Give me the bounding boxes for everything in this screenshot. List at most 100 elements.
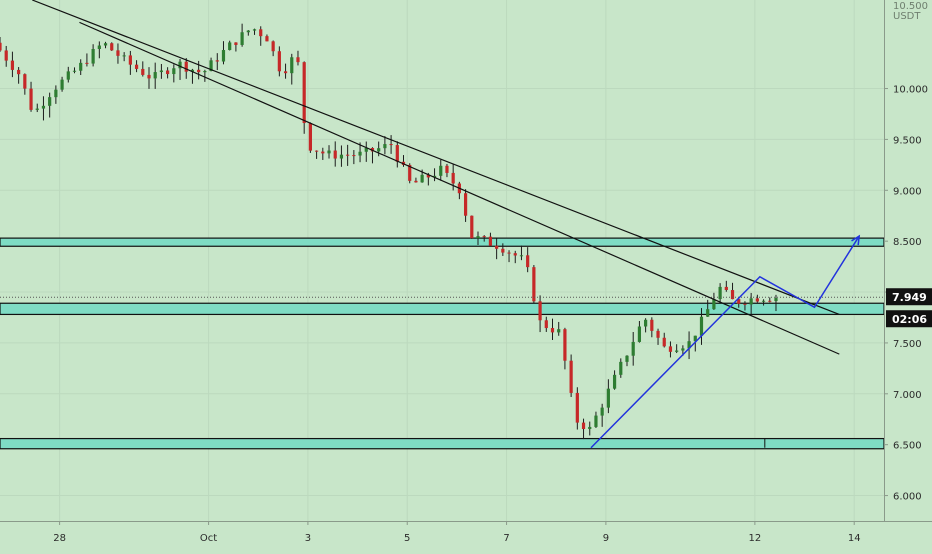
candle-body bbox=[681, 348, 685, 351]
candle-body bbox=[259, 29, 263, 37]
candle-body bbox=[706, 309, 710, 317]
y-tick-label: 6.000 bbox=[893, 492, 922, 503]
candle-body bbox=[513, 253, 517, 256]
candle-body bbox=[352, 155, 356, 157]
candle-body bbox=[327, 150, 331, 154]
candle-body bbox=[774, 298, 778, 302]
y-tick-label: 7.500 bbox=[893, 339, 922, 350]
candle-body bbox=[17, 69, 21, 75]
candle-body bbox=[228, 42, 232, 51]
candle-body bbox=[389, 144, 393, 146]
candle-body bbox=[110, 43, 114, 51]
candle-body bbox=[463, 193, 468, 216]
candle-body bbox=[283, 71, 288, 74]
candle-body bbox=[408, 164, 412, 181]
candle-body bbox=[482, 236, 486, 238]
currency-label: USDT bbox=[893, 11, 921, 22]
candle-body bbox=[172, 68, 176, 75]
x-tick-label: 3 bbox=[305, 533, 311, 544]
candle-body bbox=[470, 215, 474, 239]
candle-body bbox=[668, 346, 673, 352]
candle-body bbox=[159, 70, 164, 73]
candle-body bbox=[737, 299, 741, 304]
trend-line bbox=[79, 21, 840, 355]
candle-body bbox=[147, 74, 151, 79]
candle-body bbox=[128, 55, 132, 65]
candle-body bbox=[72, 70, 77, 72]
y-tick-label: 6.500 bbox=[893, 441, 922, 452]
candle-body bbox=[538, 301, 542, 321]
candle-body bbox=[184, 61, 188, 72]
trend-line bbox=[32, 0, 840, 315]
candle-body bbox=[600, 407, 604, 416]
candle-body bbox=[451, 172, 455, 184]
candle-body bbox=[10, 60, 15, 70]
candle-body bbox=[439, 165, 443, 176]
current-price-label: 7.949 bbox=[892, 291, 927, 304]
candle-body bbox=[718, 286, 722, 300]
candle-body bbox=[507, 252, 511, 254]
candle-body bbox=[445, 165, 449, 173]
x-tick-label: 5 bbox=[404, 533, 410, 544]
candle-body bbox=[134, 64, 139, 69]
candle-body bbox=[631, 341, 635, 356]
candle-body bbox=[383, 144, 387, 149]
candle-body bbox=[308, 123, 312, 151]
symbol-fragment: 10.500 bbox=[893, 1, 928, 12]
x-tick-label: Oct bbox=[200, 533, 217, 544]
candle-body bbox=[569, 360, 573, 393]
candle-body bbox=[414, 180, 418, 183]
time-axis-background bbox=[0, 521, 932, 550]
y-tick-label: 9.000 bbox=[893, 186, 922, 197]
projection-path[interactable] bbox=[590, 235, 860, 449]
plot-background bbox=[0, 0, 884, 521]
candles[interactable] bbox=[0, 23, 778, 440]
candle-body bbox=[395, 145, 399, 162]
candle-body bbox=[526, 255, 530, 268]
candle-body bbox=[35, 108, 39, 110]
candle-body bbox=[476, 236, 480, 239]
candle-body bbox=[712, 299, 716, 310]
candle-body bbox=[377, 148, 381, 152]
candle-body bbox=[358, 151, 362, 156]
candle-body bbox=[23, 74, 27, 89]
candle-body bbox=[532, 267, 536, 302]
y-tick-label: 9.500 bbox=[893, 135, 922, 146]
candle-body bbox=[699, 316, 704, 336]
candle-body bbox=[650, 319, 654, 331]
y-tick-label: 10.000 bbox=[893, 85, 928, 96]
candle-body bbox=[91, 49, 95, 64]
trend-lines[interactable] bbox=[32, 0, 840, 355]
candle-body bbox=[290, 57, 294, 74]
candle-body bbox=[594, 415, 598, 427]
candle-body bbox=[321, 151, 325, 154]
candle-body bbox=[234, 42, 238, 45]
candle-body bbox=[339, 154, 344, 159]
candle-body bbox=[4, 50, 8, 61]
candle-body bbox=[755, 298, 759, 302]
candle-body bbox=[141, 68, 145, 75]
candle-body bbox=[203, 71, 207, 73]
candle-body bbox=[41, 105, 46, 109]
candle-body bbox=[662, 337, 666, 347]
candle-body bbox=[687, 341, 691, 349]
candle-body bbox=[122, 55, 126, 57]
candle-body bbox=[271, 41, 275, 52]
sr-zone bbox=[0, 237, 885, 247]
y-tick-label: 8.500 bbox=[893, 237, 922, 248]
candle-body bbox=[54, 89, 58, 98]
x-tick-label: 9 bbox=[603, 533, 609, 544]
candle-body bbox=[153, 72, 157, 79]
candle-body bbox=[693, 335, 697, 342]
candle-body bbox=[519, 255, 524, 257]
candle-body bbox=[265, 36, 269, 42]
candle-body bbox=[85, 62, 89, 64]
candle-body bbox=[644, 319, 648, 327]
candle-body bbox=[488, 236, 493, 246]
candle-body bbox=[364, 147, 368, 152]
candle-body bbox=[296, 57, 300, 63]
candle-body bbox=[420, 174, 424, 183]
candle-body bbox=[116, 50, 120, 56]
